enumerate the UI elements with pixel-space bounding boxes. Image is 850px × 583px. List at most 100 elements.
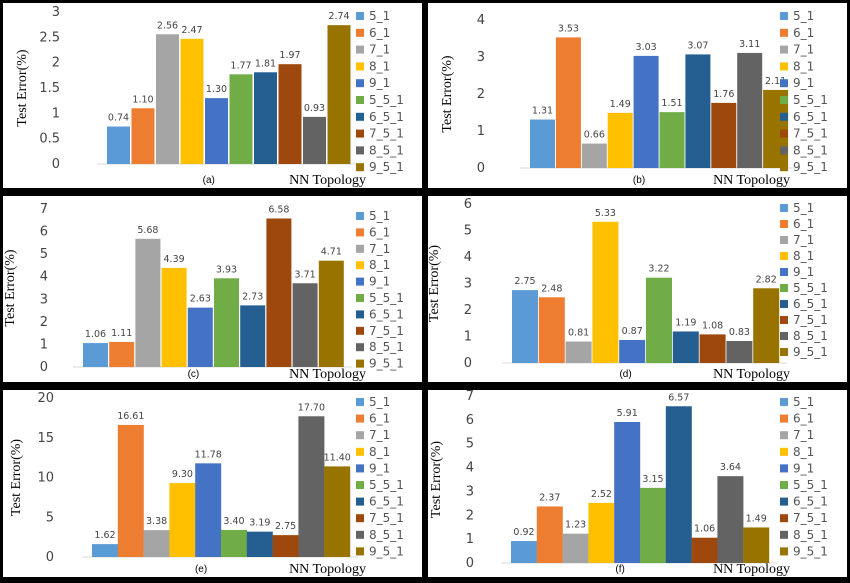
legend-swatch	[356, 343, 364, 352]
x-axis-label: NN Topology	[713, 562, 790, 577]
bar-9_1	[614, 422, 641, 563]
bar-6_5_1	[254, 72, 277, 164]
legend-swatch	[356, 129, 364, 138]
legend-swatch	[780, 129, 788, 138]
legend-swatch	[780, 62, 788, 71]
bar-7_5_1	[266, 218, 292, 367]
legend-swatch	[780, 414, 788, 423]
bar-7_1	[135, 238, 161, 367]
y-tick-label: 0	[46, 550, 54, 565]
legend-entry-7_1: 7_1	[793, 43, 814, 57]
bar-7_5_1	[278, 64, 302, 164]
legend-entry-9_1: 9_1	[369, 461, 390, 475]
bar-6_1	[131, 108, 155, 164]
data-label: 1.08	[702, 320, 723, 331]
bar-8_5_1	[726, 341, 753, 363]
bar-8_1	[588, 502, 615, 563]
data-label: 1.30	[206, 84, 227, 95]
panel-label: (c)	[188, 369, 200, 380]
legend-swatch	[356, 530, 364, 539]
legend-swatch	[780, 530, 788, 539]
legend-entry-8_1: 8_1	[793, 249, 814, 263]
data-label: 2.11	[765, 76, 786, 87]
data-label: 3.11	[739, 39, 760, 50]
legend-entry-8_1: 8_1	[369, 59, 390, 73]
legend-entry-7_5_1: 7_5_1	[793, 511, 828, 525]
legend-swatch	[356, 481, 364, 489]
y-axis-label: Test Error(%)	[15, 49, 30, 126]
data-label: 16.61	[117, 411, 144, 422]
legend-entry-6_5_1: 6_5_1	[793, 297, 828, 311]
data-label: 1.11	[111, 328, 132, 339]
y-tick-label: 1	[52, 106, 60, 121]
legend-entry-7_1: 7_1	[369, 428, 390, 442]
legend-swatch	[780, 252, 788, 260]
data-label: 1.31	[532, 106, 553, 117]
data-label: 5.33	[595, 208, 616, 219]
bar-9_1	[205, 98, 228, 164]
bar-8_1	[607, 112, 633, 168]
legend-swatch	[780, 514, 788, 523]
legend-entry-6_5_1: 6_5_1	[369, 110, 404, 124]
y-tick-label: 2	[466, 508, 474, 523]
legend-entry-9_1: 9_1	[793, 76, 814, 90]
bar-6_1	[117, 424, 144, 557]
legend-swatch	[356, 310, 364, 319]
legend-swatch	[356, 447, 364, 456]
legend-entry-5_1: 5_1	[369, 9, 390, 23]
bar-9_1	[633, 55, 659, 168]
legend-entry-8_5_1: 8_5_1	[369, 340, 404, 354]
data-label: 1.06	[85, 329, 106, 340]
y-tick-label: 6	[464, 197, 472, 212]
legend-swatch	[356, 96, 364, 104]
bar-8_5_1	[717, 476, 744, 563]
y-tick-label: 1	[466, 532, 474, 547]
data-label: 3.40	[223, 516, 244, 527]
bar-5_1	[511, 541, 537, 563]
legend-swatch	[356, 12, 364, 20]
bar-9_5_1	[324, 466, 351, 557]
data-label: 1.51	[661, 98, 682, 109]
legend-entry-5_1: 5_1	[793, 395, 814, 409]
legend-entry-9_5_1: 9_5_1	[369, 160, 404, 174]
chart-panel-3: 0 1 2 3 4 5 6 7 Test Error(%) 1.06 1.11 5.68 4.39 2.6…	[3, 196, 422, 382]
y-tick-label: 4	[466, 461, 474, 476]
legend-entry-9_1: 9_1	[793, 265, 814, 279]
y-tick-label: 1	[40, 337, 48, 352]
legend-entry-7_5_1: 7_5_1	[369, 127, 404, 141]
legend-entry-9_5_1: 9_5_1	[793, 544, 828, 558]
y-tick-label: 0.5	[39, 132, 60, 147]
y-tick-label: 2	[52, 56, 60, 71]
bar-5_1	[92, 544, 118, 557]
bar-5_1	[83, 343, 108, 367]
legend-entry-7_1: 7_1	[793, 428, 814, 442]
y-tick-label: 3	[52, 5, 60, 20]
data-label: 2.73	[242, 291, 263, 302]
legend-entry-9_1: 9_1	[369, 76, 390, 90]
legend-entry-9_5_1: 9_5_1	[793, 160, 828, 174]
y-tick-label: 3	[477, 50, 485, 65]
data-label: 0.83	[729, 327, 750, 338]
legend-entry-7_5_1: 7_5_1	[369, 324, 404, 338]
data-label: 2.74	[328, 11, 349, 22]
data-label: 0.87	[622, 326, 643, 337]
legend-swatch	[780, 45, 788, 54]
y-tick-label: 6	[466, 413, 474, 428]
legend-entry-6_1: 6_1	[793, 217, 814, 231]
legend-entry-9_5_1: 9_5_1	[793, 345, 828, 359]
legend-entry-9_1: 9_1	[369, 275, 390, 289]
y-tick-label: 6	[40, 225, 48, 240]
data-label: 6.57	[668, 392, 689, 403]
bar-6_5_1	[246, 531, 273, 557]
y-tick-label: 5	[466, 437, 474, 452]
y-tick-label: 4	[477, 13, 485, 28]
legend-swatch	[780, 79, 788, 88]
bar-8_5_1	[737, 52, 763, 168]
y-tick-label: 0	[477, 161, 485, 176]
y-axis-label: Test Error(%)	[429, 441, 444, 518]
data-label: 1.76	[713, 89, 734, 100]
legend-swatch	[356, 62, 364, 71]
data-label: 1.23	[565, 520, 586, 531]
bar-9_5_1	[753, 288, 780, 363]
